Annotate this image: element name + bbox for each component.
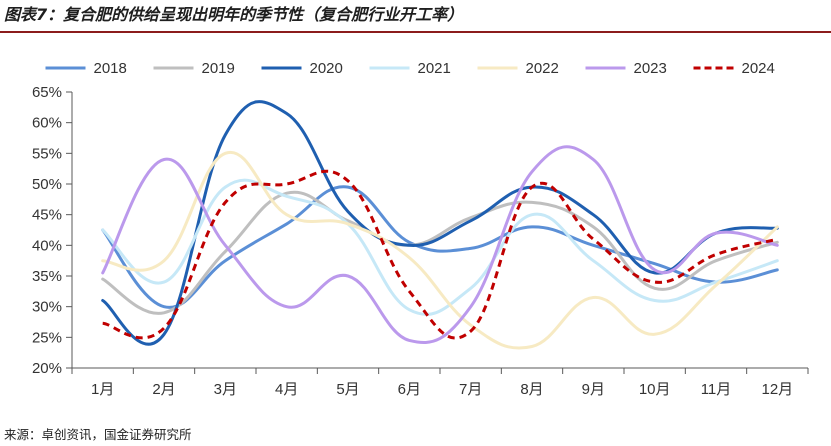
figure-title: 图表7：复合肥的供给呈现出明年的季节性（复合肥行业开工率） [4, 5, 464, 24]
series-line-2018 [101, 185, 779, 309]
series-line-2020 [101, 100, 779, 346]
y-tick-label: 40% [32, 237, 62, 254]
legend-item-2018: 2018 [45, 60, 127, 77]
y-tick-label: 60% [32, 115, 62, 132]
legend-item-2022: 2022 [477, 60, 559, 77]
legend-item-2019: 2019 [153, 60, 235, 77]
y-tick-label: 35% [32, 268, 62, 285]
y-tick-label: 30% [32, 299, 62, 316]
y-tick-label: 50% [32, 176, 62, 193]
x-tick-label: 8月 [520, 381, 543, 398]
chart-legend: 2018 2019 2020 2021 2022 2023 2024 [45, 60, 775, 77]
legend-label: 2021 [418, 60, 451, 77]
y-axis: 20% 25% 30% 35% 40% 45% 50% 55% 60% 65% [32, 84, 73, 377]
title-rule [0, 31, 831, 33]
x-axis: 1月 2月 3月 4月 5月 6月 7月 8月 9月 10月 11月 12月 [71, 367, 809, 398]
legend-label: 2022 [526, 60, 559, 77]
x-tick-label: 9月 [582, 381, 605, 398]
line-chart: 2018 2019 2020 2021 2022 2023 2024 20% 25% 30% 35… [32, 60, 809, 398]
series-line-2023 [101, 145, 779, 344]
series-line-2022 [101, 150, 779, 350]
series-line-2021 [101, 178, 779, 316]
x-tick-label: 7月 [459, 381, 482, 398]
series-line-2019 [101, 190, 779, 315]
x-tick-label: 3月 [214, 381, 237, 398]
x-tick-label: 1月 [91, 381, 114, 398]
x-tick-label: 10月 [639, 381, 671, 398]
y-tick-label: 45% [32, 207, 62, 224]
legend-item-2020: 2020 [261, 60, 343, 77]
legend-item-2021: 2021 [369, 60, 451, 77]
y-tick-label: 55% [32, 145, 62, 162]
legend-label: 2024 [742, 60, 775, 77]
x-tick-label: 6月 [398, 381, 421, 398]
legend-item-2024: 2024 [693, 60, 775, 77]
x-tick-label: 4月 [275, 381, 298, 398]
x-tick-label: 2月 [152, 381, 175, 398]
x-tick-label: 11月 [701, 381, 732, 398]
legend-item-2023: 2023 [585, 60, 667, 77]
legend-label: 2019 [202, 60, 235, 77]
legend-label: 2023 [634, 60, 667, 77]
series-line-2024 [102, 169, 778, 340]
x-tick-label: 5月 [336, 381, 359, 398]
y-tick-label: 65% [32, 84, 62, 101]
source-note: 来源：卓创资讯，国金证券研究所 [4, 427, 192, 442]
y-tick-label: 20% [32, 360, 62, 377]
legend-label: 2020 [310, 60, 343, 77]
x-tick-label: 12月 [761, 381, 793, 398]
legend-label: 2018 [94, 60, 127, 77]
y-tick-label: 25% [32, 329, 62, 346]
series-lines [101, 100, 779, 350]
